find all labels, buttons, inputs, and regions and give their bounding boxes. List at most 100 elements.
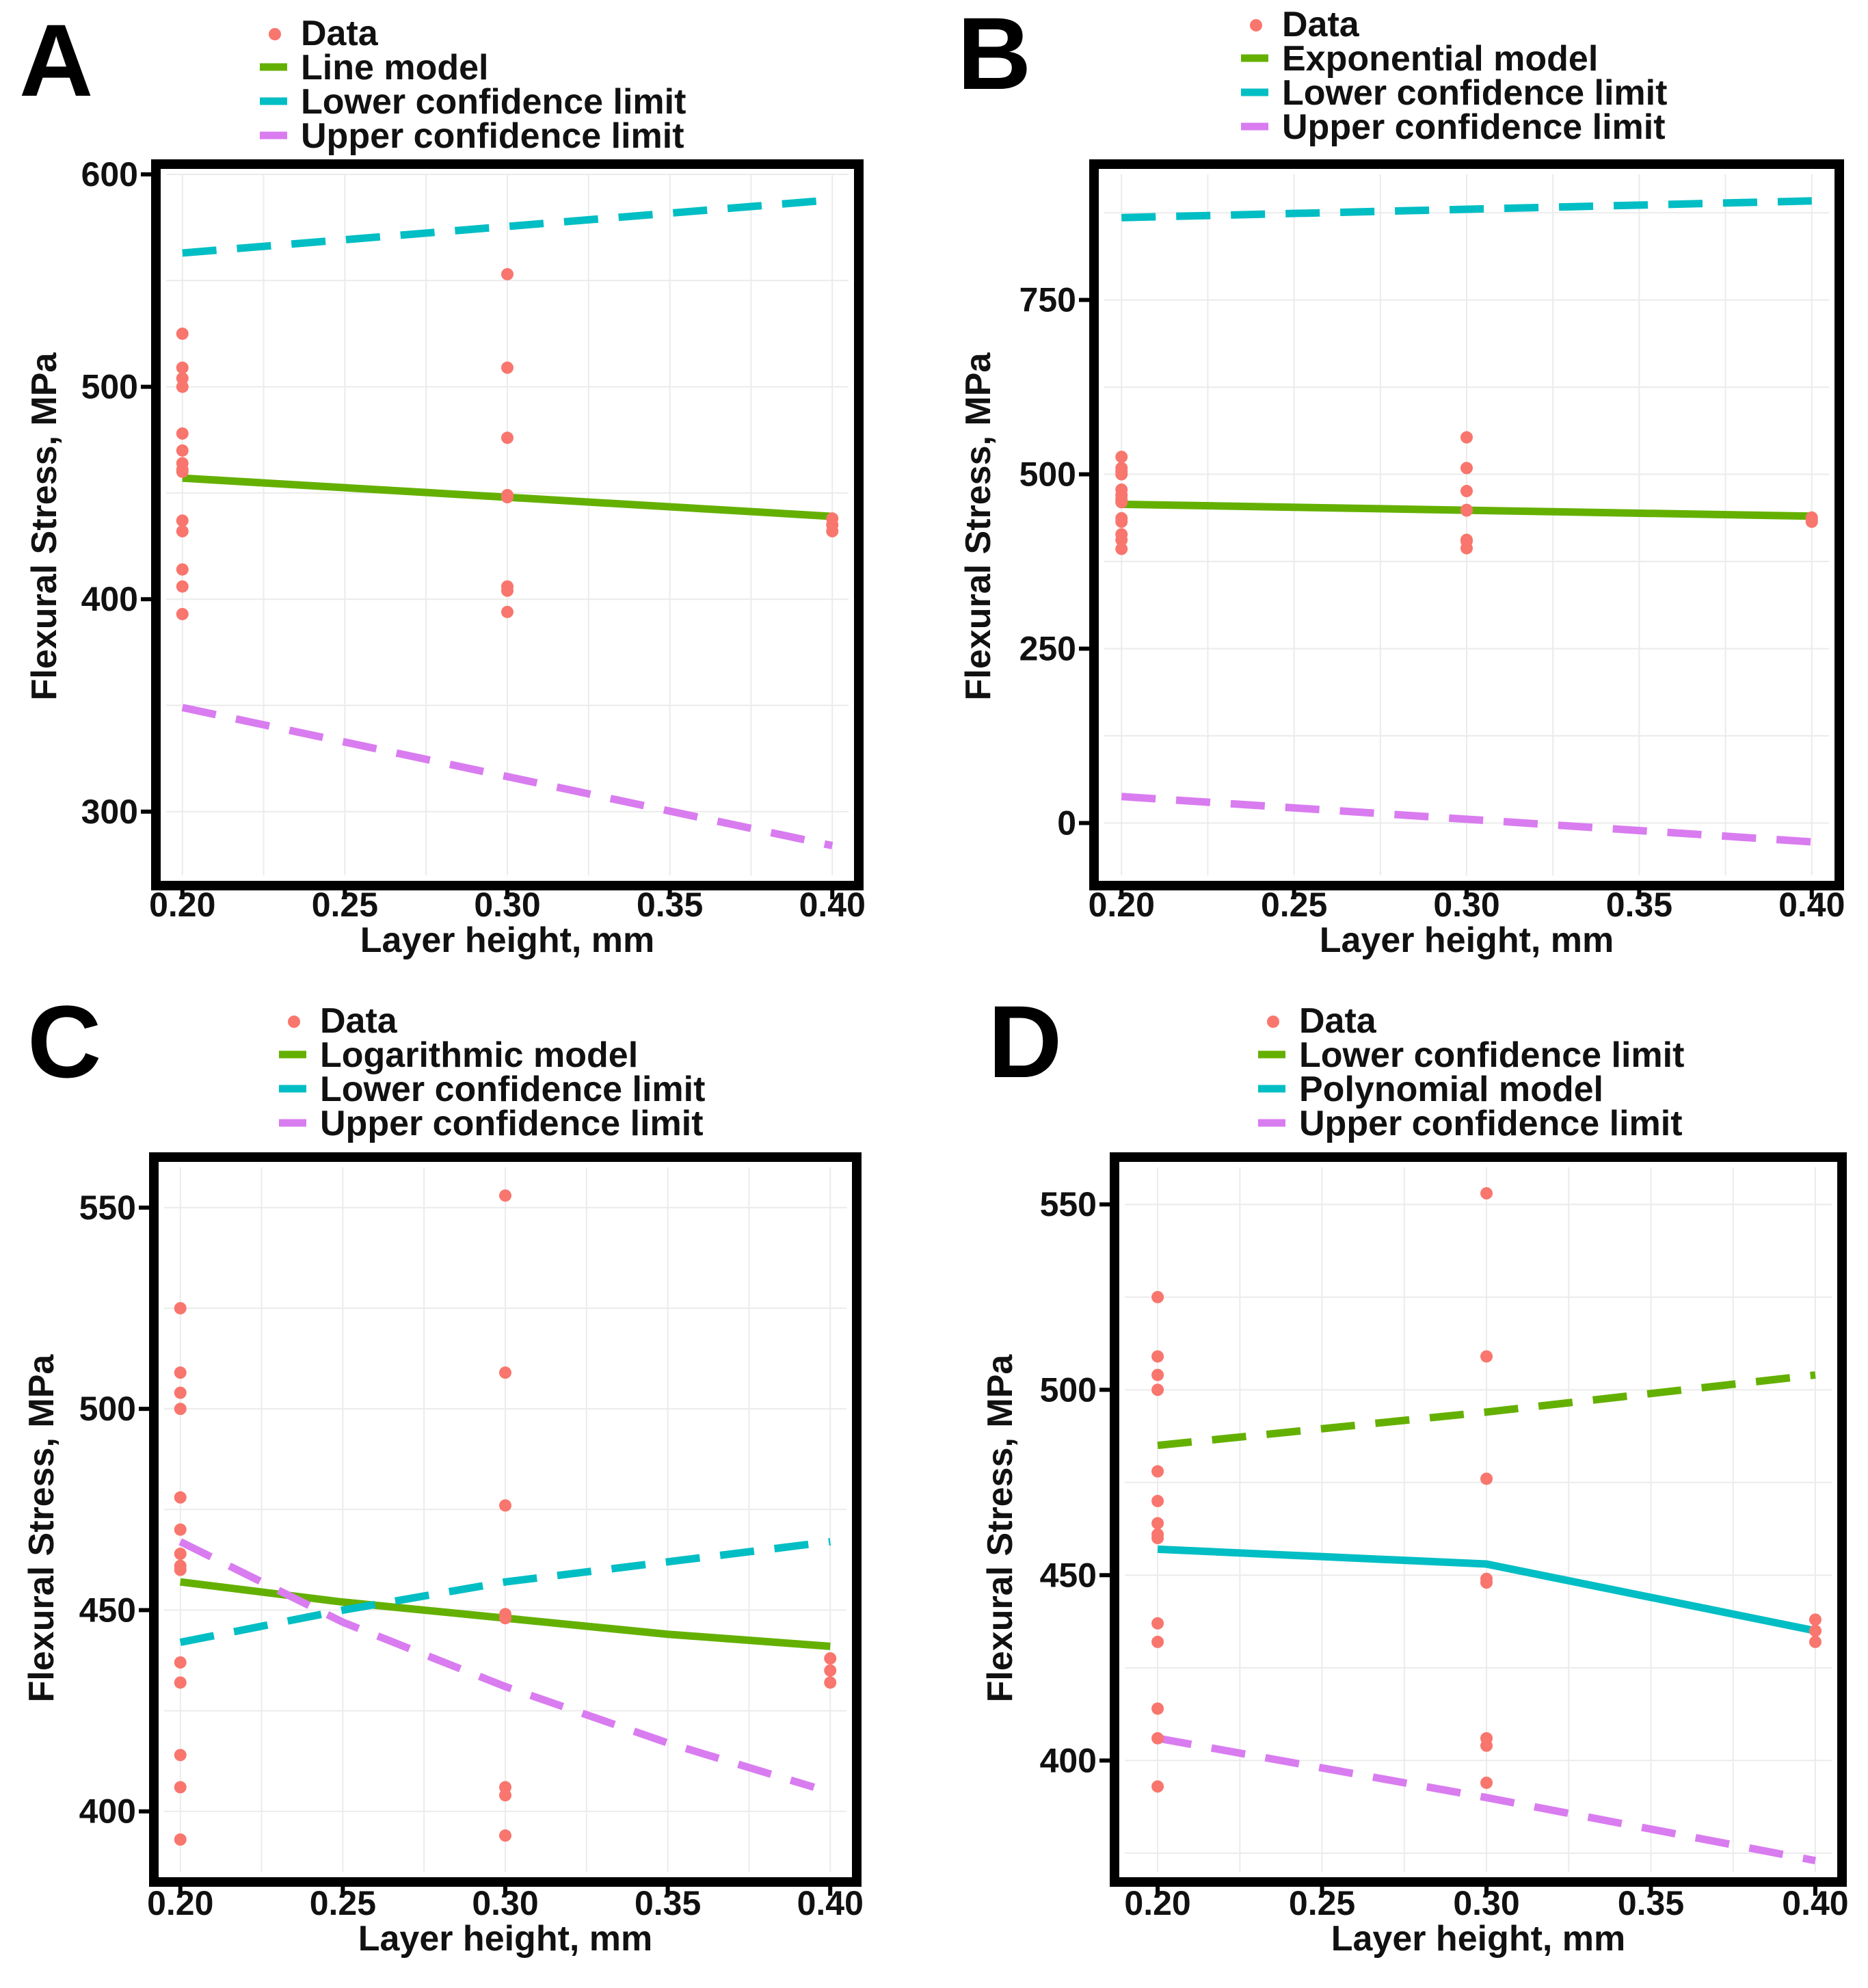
data-point	[174, 1366, 187, 1379]
data-point	[1115, 542, 1128, 555]
x-tick-label: 0.20	[149, 886, 215, 924]
legend-label: Lower confidence limit	[301, 82, 686, 122]
x-tick-label: 0.40	[797, 1884, 864, 1922]
data-point	[174, 1781, 187, 1794]
data-point	[1460, 542, 1473, 555]
data-point	[176, 380, 189, 393]
data-point	[1805, 515, 1818, 528]
data-point	[176, 525, 189, 538]
data-point	[1460, 462, 1473, 475]
y-tick-label: 500	[79, 1390, 136, 1428]
data-point	[499, 1829, 511, 1842]
y-tick-label: 250	[1019, 630, 1076, 668]
legend-label: Polynomial model	[1299, 1070, 1603, 1109]
data-point	[1809, 1635, 1822, 1648]
data-point	[174, 1656, 187, 1669]
legend-key-point	[1267, 1016, 1279, 1028]
x-tick-label: 0.35	[1618, 1884, 1684, 1922]
data-point	[824, 1652, 837, 1665]
data-point	[826, 525, 839, 538]
series-line-lower-confidence-limit	[179, 1537, 831, 1646]
data-point	[176, 514, 189, 527]
x-tick-label: 0.40	[799, 886, 866, 924]
panel-letter: A	[19, 3, 93, 118]
data-point	[176, 607, 189, 620]
data-point	[499, 1612, 511, 1625]
legend-label: Lower confidence limit	[1299, 1035, 1684, 1075]
panel-b: B 0 250 500 750 0.20 0.25 0.30 0.35 0.40 Layer hei…	[957, 0, 1845, 960]
data-point	[499, 1189, 511, 1202]
data-point	[1480, 1776, 1493, 1789]
x-tick-label: 0.25	[310, 1884, 376, 1922]
data-point	[176, 372, 189, 385]
y-tick-label: 550	[1040, 1185, 1097, 1223]
x-tick-label: 0.30	[474, 886, 540, 924]
legend-key-point	[269, 28, 281, 40]
x-tick-label: 0.25	[1289, 1884, 1355, 1922]
y-tick-label: 300	[81, 793, 138, 831]
y-tick-label: 450	[79, 1591, 136, 1629]
y-axis-label: Flexural Stress, MPa	[25, 352, 64, 701]
x-axis-label: Layer height, mm	[1331, 1919, 1626, 1959]
series-line-upper-confidence-limit	[1121, 793, 1813, 846]
x-axis-label: Layer height, mm	[1320, 920, 1614, 960]
data-point	[176, 327, 189, 340]
data-point	[501, 491, 513, 504]
data-point	[1151, 1532, 1164, 1545]
panel-letter: C	[27, 984, 101, 1099]
legend-label: Lower confidence limit	[1282, 73, 1667, 113]
data-point	[1480, 1472, 1493, 1485]
plot-frame	[1089, 159, 1844, 890]
y-tick-label: 500	[81, 368, 138, 406]
data-point	[174, 1749, 187, 1762]
legend-label: Upper confidence limit	[1299, 1104, 1683, 1143]
data-point	[1151, 1702, 1164, 1715]
data-point	[1151, 1732, 1164, 1745]
series-line-upper-confidence-limit	[178, 1538, 816, 1791]
x-tick-label: 0.35	[1606, 886, 1672, 924]
data-point	[1115, 496, 1128, 509]
data-point	[1151, 1635, 1164, 1648]
data-point	[1460, 504, 1473, 517]
legend-key-point	[288, 1016, 300, 1028]
data-point	[824, 1676, 837, 1689]
y-tick-label: 400	[79, 1792, 136, 1831]
data-point	[1480, 1187, 1493, 1200]
x-tick-label: 0.20	[147, 1884, 213, 1922]
plot-frame	[1110, 1152, 1847, 1887]
data-point	[176, 444, 189, 457]
y-tick-label: 400	[81, 580, 138, 618]
plot-frame	[151, 159, 864, 890]
x-tick-label: 0.35	[635, 1884, 701, 1922]
data-point	[1151, 1494, 1164, 1507]
legend-label: Upper confidence limit	[320, 1104, 704, 1143]
data-point	[1115, 515, 1128, 528]
data-point	[174, 1563, 187, 1576]
x-tick-label: 0.25	[1261, 886, 1327, 924]
data-point	[1151, 1517, 1164, 1530]
data-point	[1151, 1617, 1164, 1630]
y-tick-label: 550	[79, 1189, 136, 1227]
data-point	[1115, 451, 1128, 464]
panel-d: D 400 450 500 550 0.20 0.25 0.30 0.35 0.40 Layer h…	[980, 984, 1849, 1959]
data-point	[1151, 1290, 1164, 1303]
series-line-lower-confidence-limit	[1121, 197, 1812, 222]
data-point	[1151, 1368, 1164, 1381]
series-line-upper-confidence-limit	[181, 704, 833, 849]
data-point	[1480, 1350, 1493, 1363]
data-point	[176, 427, 189, 440]
data-point	[1809, 1613, 1822, 1626]
data-point	[176, 361, 189, 374]
y-axis-label: Flexural Stress, MPa	[980, 1354, 1020, 1703]
data-point	[1809, 1624, 1822, 1637]
legend-label: Upper confidence limit	[1282, 107, 1666, 147]
data-point	[176, 580, 189, 593]
data-point	[1460, 485, 1473, 498]
x-tick-label: 0.40	[1782, 1884, 1848, 1922]
y-tick-label: 400	[1040, 1741, 1097, 1779]
y-tick-label: 0	[1057, 804, 1076, 843]
data-point	[501, 584, 513, 597]
x-axis-label: Layer height, mm	[360, 920, 655, 960]
data-point	[824, 1664, 837, 1677]
